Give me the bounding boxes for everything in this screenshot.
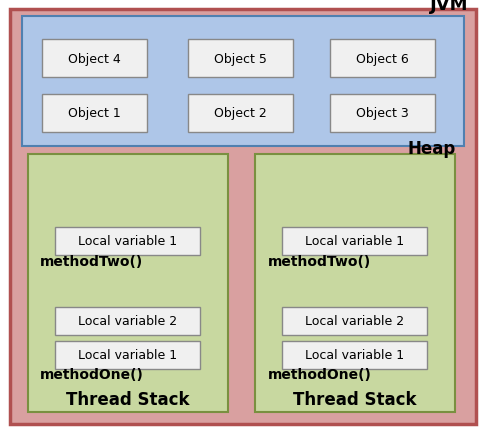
Text: Object 6: Object 6 [356, 53, 409, 66]
FancyBboxPatch shape [330, 95, 435, 133]
Text: Object 2: Object 2 [214, 107, 267, 120]
Text: Local variable 1: Local variable 1 [305, 235, 404, 248]
Text: Object 4: Object 4 [68, 53, 121, 66]
Text: methodTwo(): methodTwo() [268, 254, 371, 268]
FancyBboxPatch shape [55, 341, 200, 369]
Text: Heap: Heap [408, 140, 456, 158]
FancyBboxPatch shape [22, 17, 464, 147]
FancyBboxPatch shape [10, 10, 476, 424]
FancyBboxPatch shape [282, 307, 427, 335]
FancyBboxPatch shape [330, 40, 435, 78]
Text: JVM: JVM [430, 0, 468, 14]
FancyBboxPatch shape [28, 155, 228, 412]
Text: Thread Stack: Thread Stack [293, 390, 417, 408]
FancyBboxPatch shape [55, 307, 200, 335]
FancyBboxPatch shape [42, 40, 147, 78]
FancyBboxPatch shape [282, 341, 427, 369]
FancyBboxPatch shape [42, 95, 147, 133]
Text: methodTwo(): methodTwo() [40, 254, 143, 268]
FancyBboxPatch shape [188, 40, 293, 78]
FancyBboxPatch shape [55, 227, 200, 256]
Text: Local variable 1: Local variable 1 [78, 235, 177, 248]
Text: Local variable 1: Local variable 1 [305, 349, 404, 362]
Text: Local variable 2: Local variable 2 [78, 315, 177, 328]
Text: Object 5: Object 5 [214, 53, 267, 66]
Text: methodOne(): methodOne() [40, 367, 144, 381]
Text: Object 3: Object 3 [356, 107, 409, 120]
Text: Object 1: Object 1 [68, 107, 121, 120]
FancyBboxPatch shape [282, 227, 427, 256]
Text: methodOne(): methodOne() [268, 367, 372, 381]
Text: Local variable 1: Local variable 1 [78, 349, 177, 362]
FancyBboxPatch shape [255, 155, 455, 412]
Text: Thread Stack: Thread Stack [66, 390, 190, 408]
Text: Local variable 2: Local variable 2 [305, 315, 404, 328]
FancyBboxPatch shape [188, 95, 293, 133]
